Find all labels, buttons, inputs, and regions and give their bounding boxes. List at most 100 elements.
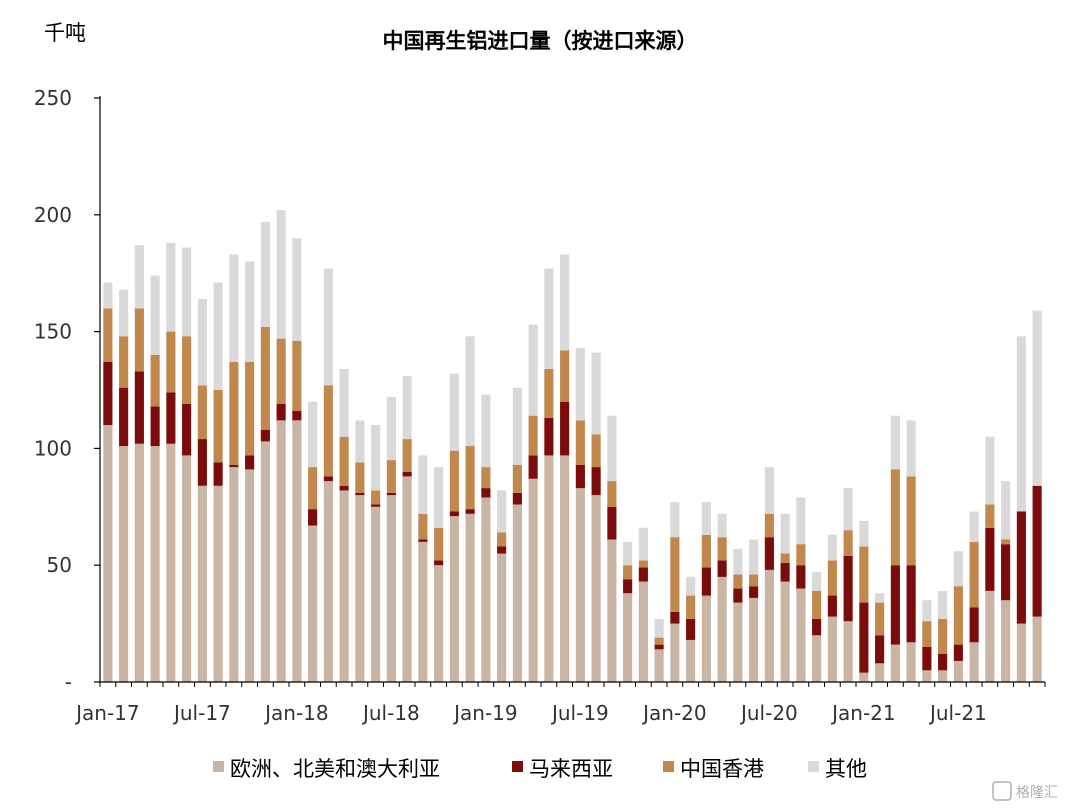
- bar-2019-09-series-1: [607, 506, 617, 540]
- bar-2020-08-series-2: [780, 553, 790, 563]
- bar-2018-02-series-3: [308, 401, 318, 468]
- bar-2020-11-series-1: [827, 595, 837, 617]
- bar-2018-05-series-2: [355, 462, 365, 493]
- bar-2020-01-series-2: [670, 537, 680, 612]
- bar-2017-07-series-1: [197, 439, 207, 486]
- y-tick-label: 200: [34, 203, 72, 227]
- bar-2018-01-series-2: [292, 340, 302, 412]
- bar-2019-03-series-3: [512, 387, 522, 465]
- bar-2020-03-series-0: [701, 595, 711, 682]
- bar-2018-04-series-1: [339, 485, 349, 491]
- bar-2018-03-series-0: [323, 481, 333, 682]
- bar-2017-05-series-2: [166, 331, 176, 393]
- bar-2019-05-series-2: [544, 368, 554, 419]
- bar-2020-09-series-1: [796, 565, 806, 589]
- bar-2017-07-series-0: [197, 485, 207, 682]
- bar-2021-04-series-3: [906, 420, 916, 477]
- bar-2018-07-series-3: [386, 397, 396, 461]
- bar-2017-12-series-0: [276, 420, 286, 682]
- bar-2018-08-series-0: [402, 476, 412, 682]
- x-tick-label: Jul-21: [928, 701, 987, 725]
- bar-2020-06-series-1: [749, 586, 759, 598]
- bar-2020-06-series-3: [749, 539, 759, 575]
- bar-2019-06-series-3: [560, 254, 570, 351]
- bar-2017-09-series-3: [229, 254, 239, 362]
- bar-2018-11-series-0: [449, 516, 459, 682]
- bar-2019-08-series-1: [591, 467, 601, 496]
- bar-2021-07-series-0: [953, 660, 963, 682]
- bar-2018-07-series-1: [386, 492, 396, 496]
- legend-swatch: [213, 761, 224, 772]
- y-tick-label: -: [65, 670, 72, 694]
- bar-2021-05-series-3: [922, 600, 932, 622]
- bar-2017-11-series-0: [260, 441, 270, 682]
- bar-2018-09-series-3: [418, 455, 428, 514]
- bar-2020-06-series-2: [749, 574, 759, 587]
- bar-2017-12-series-2: [276, 338, 286, 405]
- x-tick-label: Jan-19: [452, 701, 518, 725]
- bar-2020-10-series-0: [812, 635, 822, 682]
- bar-2021-08-series-3: [969, 511, 979, 542]
- bar-2020-12-series-1: [843, 555, 853, 622]
- bar-2018-03-series-3: [323, 268, 333, 386]
- bar-2017-11-series-1: [260, 429, 270, 442]
- bar-2018-12-series-2: [465, 446, 475, 510]
- bar-2017-06-series-2: [182, 336, 192, 405]
- bar-2019-08-series-2: [591, 434, 601, 468]
- bar-2019-03-series-2: [512, 464, 522, 493]
- bar-2021-07-series-3: [953, 551, 963, 587]
- bar-2020-04-series-2: [717, 537, 727, 561]
- bar-2017-09-series-2: [229, 361, 239, 465]
- bar-2019-12-series-1: [654, 644, 664, 650]
- bar-2021-06-series-2: [938, 618, 948, 654]
- bar-2021-02-series-2: [875, 602, 885, 636]
- bar-2017-02-series-0: [119, 446, 129, 682]
- bar-2021-11-series-1: [1016, 511, 1026, 624]
- bar-2017-05-series-1: [166, 392, 176, 444]
- bar-2021-07-series-2: [953, 586, 963, 645]
- bar-2021-09-series-1: [985, 527, 995, 591]
- bar-2021-01-series-0: [859, 672, 869, 682]
- bar-2020-02-series-2: [686, 595, 696, 619]
- x-tick-label: Jan-20: [641, 701, 707, 725]
- bar-2018-10-series-0: [434, 565, 444, 682]
- bar-2021-03-series-2: [890, 469, 900, 566]
- y-axis-unit: 千吨: [44, 21, 86, 45]
- bar-2018-12-series-0: [465, 513, 475, 682]
- y-tick-label: 50: [47, 553, 72, 577]
- bar-2021-08-series-0: [969, 642, 979, 682]
- bar-2018-05-series-1: [355, 492, 365, 496]
- legend-label: 中国香港: [680, 757, 764, 781]
- bar-2020-03-series-2: [701, 534, 711, 568]
- bar-2020-04-series-1: [717, 560, 727, 577]
- bar-2018-07-series-0: [386, 495, 396, 682]
- bar-2018-11-series-1: [449, 511, 459, 517]
- bar-2017-01-series-0: [103, 425, 113, 682]
- bar-2017-01-series-3: [103, 282, 113, 309]
- bar-2020-10-series-1: [812, 618, 822, 636]
- bar-2019-10-series-3: [623, 541, 633, 566]
- bar-2018-01-series-3: [292, 238, 302, 341]
- bar-2020-01-series-1: [670, 611, 680, 624]
- bar-2019-11-series-3: [638, 527, 648, 561]
- bar-2020-03-series-3: [701, 502, 711, 535]
- bar-2020-12-series-2: [843, 530, 853, 556]
- bar-2020-09-series-0: [796, 588, 806, 682]
- bar-2020-07-series-2: [764, 513, 774, 538]
- x-tick-label: Jul-20: [739, 701, 798, 725]
- bar-2020-08-series-0: [780, 581, 790, 682]
- bar-2017-03-series-0: [134, 443, 144, 682]
- bar-2017-09-series-0: [229, 467, 239, 682]
- bar-2018-08-series-3: [402, 375, 412, 440]
- bar-2019-02-series-0: [497, 553, 507, 682]
- bar-2021-06-series-0: [938, 670, 948, 682]
- bar-2021-05-series-1: [922, 646, 932, 671]
- bar-2019-12-series-2: [654, 637, 664, 645]
- bar-2019-04-series-2: [528, 415, 538, 456]
- bar-2021-02-series-1: [875, 635, 885, 664]
- bar-2020-05-series-2: [733, 574, 743, 589]
- bar-2017-10-series-3: [245, 261, 255, 362]
- bar-2018-08-series-2: [402, 439, 412, 472]
- bar-2020-08-series-1: [780, 562, 790, 582]
- bar-2020-05-series-1: [733, 588, 743, 603]
